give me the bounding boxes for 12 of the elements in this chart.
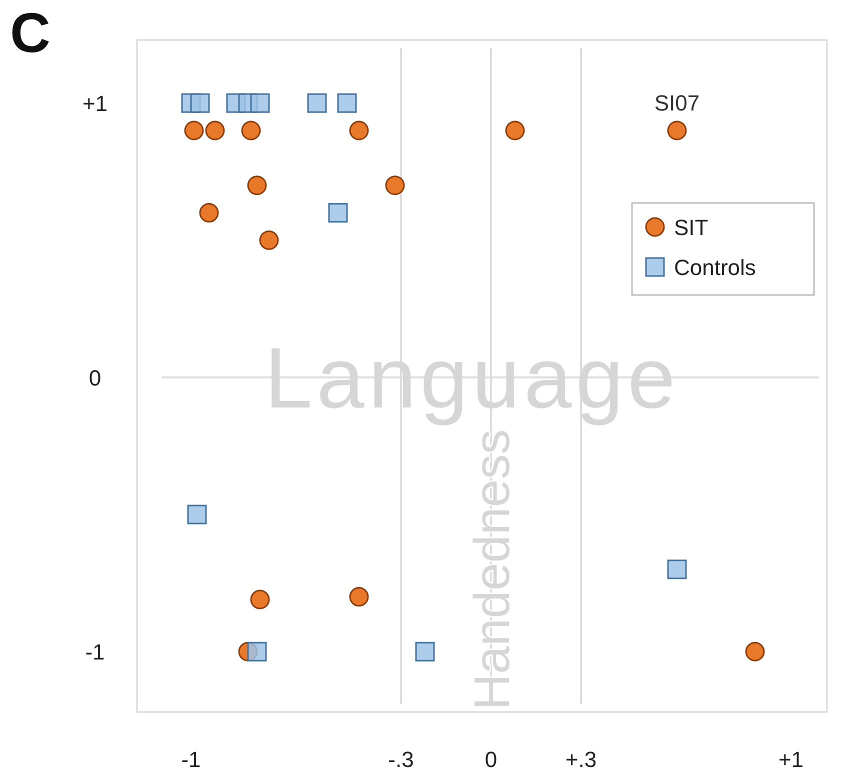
x-tick-label: -1 <box>181 747 201 772</box>
y-tick-label: +1 <box>82 91 108 116</box>
text: C <box>10 1 50 64</box>
y-tick-label: 0 <box>88 365 102 390</box>
x-tick-label: +1 <box>778 747 804 772</box>
x-tick-label: -.3 <box>388 747 414 772</box>
x-tick-label: +.3 <box>565 747 597 772</box>
legend-label: Controls <box>674 255 756 280</box>
legend-label: SIT <box>674 215 708 240</box>
x-tick-label: 0 <box>484 747 498 772</box>
y-tick-label: -1 <box>85 640 105 665</box>
annotation: SI07 <box>654 90 700 116</box>
